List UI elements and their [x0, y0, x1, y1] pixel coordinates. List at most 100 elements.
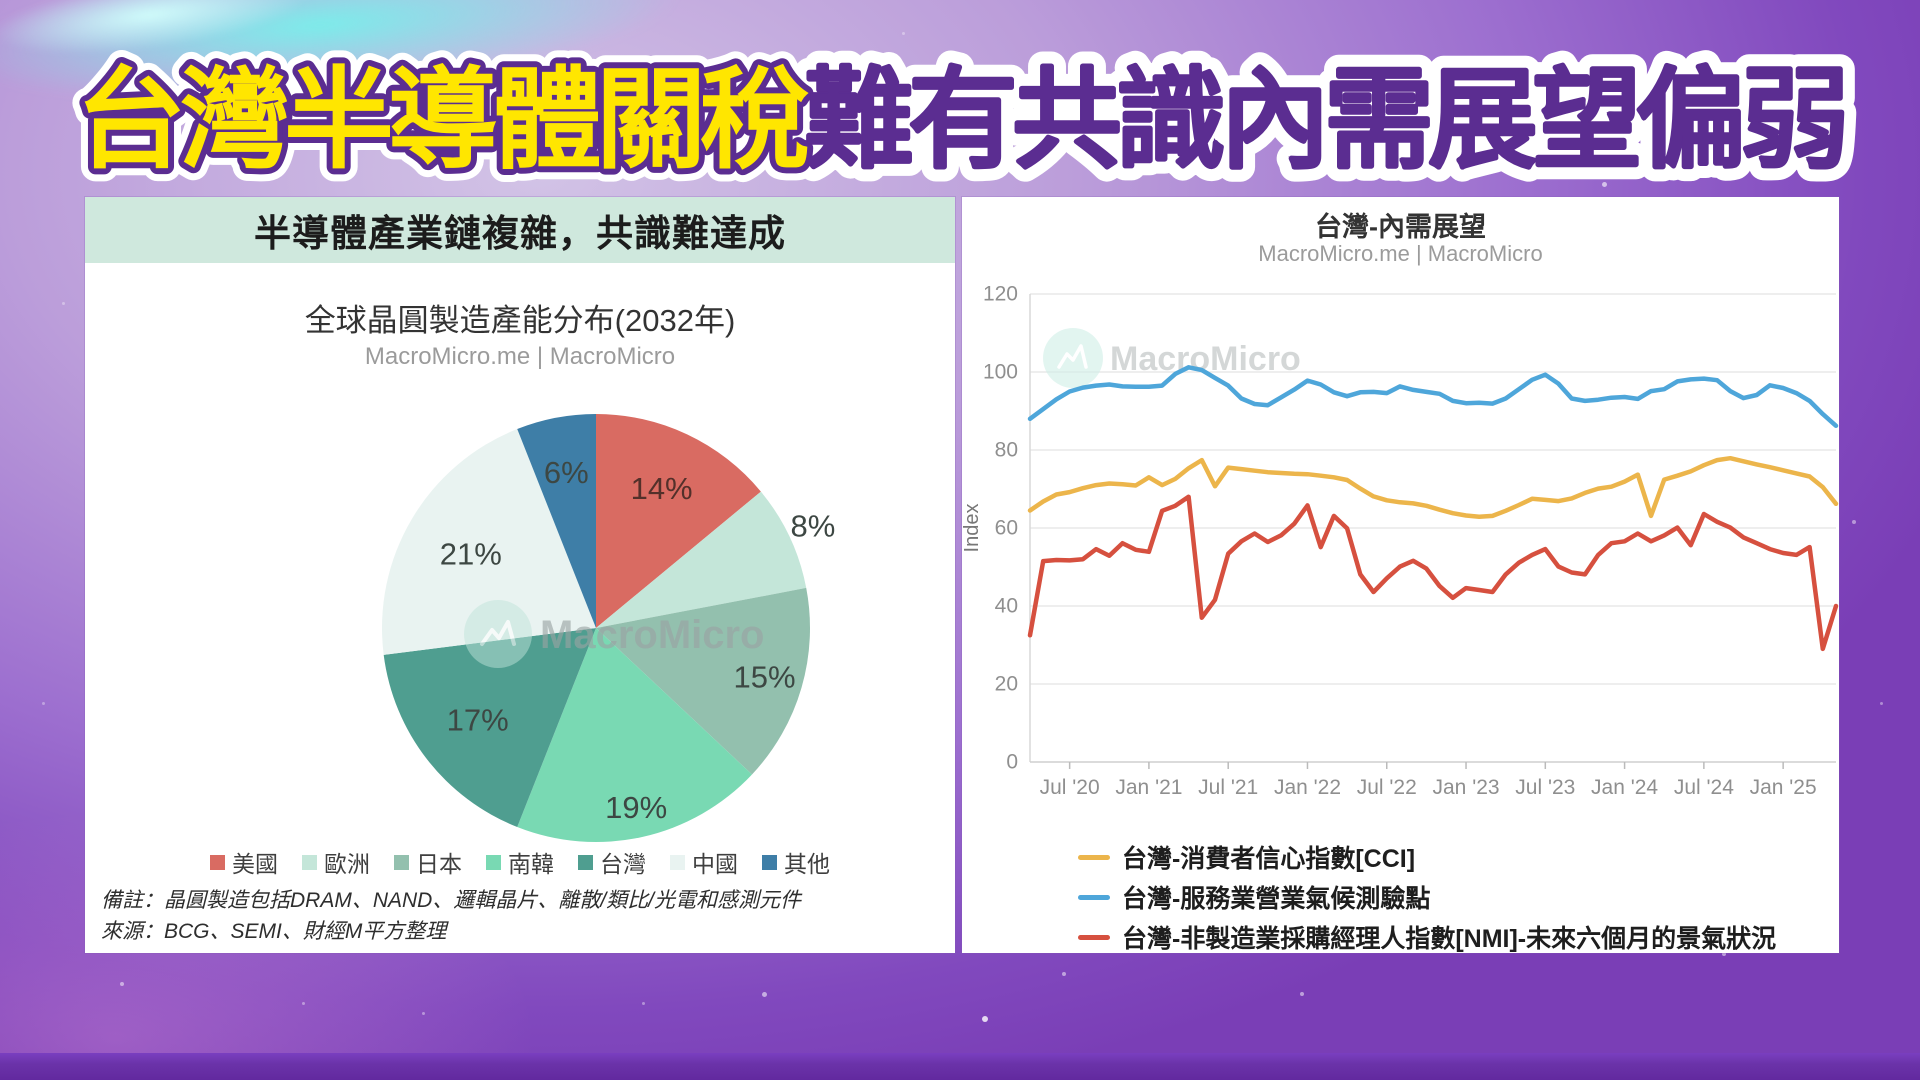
line-chart-source: MacroMicro.me | MacroMicro [1258, 241, 1543, 266]
pie-legend-swatch [394, 854, 409, 870]
x-tick-label: Jul '21 [1198, 776, 1258, 799]
sparkle [1300, 992, 1304, 996]
y-tick-label: 120 [983, 283, 1018, 306]
pie-legend-swatch [578, 854, 593, 870]
pie-legend-item: 中國 [670, 845, 738, 879]
y-axis-title: Index [962, 504, 983, 553]
pie-slice-labels: 14% 8% 15% 19% 17% 21% 6% [440, 455, 836, 825]
bottom-purple-band [0, 1053, 1920, 1080]
pie-legend-swatch [302, 854, 317, 870]
sparkle [422, 1012, 425, 1015]
y-tick-label: 60 [995, 517, 1018, 540]
pie-slice-歐洲 [596, 491, 807, 628]
y-tick-label: 80 [995, 439, 1018, 462]
sparkle [120, 982, 124, 986]
panel-header-band: 半導體產業鏈複雜，共識難達成 [85, 197, 955, 263]
svg-text:台灣半導體關稅難有共識內需展望偏弱: 台灣半導體關稅難有共識內需展望偏弱 [76, 59, 1844, 182]
pie-legend-label: 其他 [784, 851, 830, 877]
pie-slice-value: 19% [605, 790, 667, 825]
pie-legend-label: 日本 [416, 851, 462, 877]
pie-legend-item: 美國 [210, 845, 278, 879]
pie-slice-南韓 [517, 628, 752, 842]
line-chart: 0 20 40 60 80 100 120 Index Jul '20 Jan '21 Jul '2… [962, 283, 1839, 799]
series-line [1027, 455, 1839, 519]
pie-chart: 14% 8% 15% 19% 17% 21% 6% MacroMicro [381, 414, 836, 842]
line-legend-swatch [1078, 934, 1110, 940]
pie-chart-source: MacroMicro.me | MacroMicro [364, 343, 676, 370]
line-legend-item: 台灣-服務業營業氣候測驗點 [1078, 877, 1776, 917]
footnote-source: 來源：BCG、SEMI、財經M平方整理 [101, 920, 447, 943]
sparkle [642, 1002, 645, 1005]
pie-legend-swatch [762, 854, 777, 870]
sparkle [62, 302, 65, 305]
footnote-remark: 備註：晶圓製造包括DRAM、NAND、邏輯晶片、離散/類比/光電和感測元件 [101, 889, 802, 912]
pie-slice-value: 6% [544, 455, 589, 490]
sparkle [1602, 182, 1607, 187]
pie-legend-item: 台灣 [578, 845, 646, 879]
pie-slice-台灣 [383, 628, 596, 827]
pie-legend-label: 中國 [692, 851, 738, 877]
sparkle [1250, 120, 1254, 124]
svg-text:MacroMicro: MacroMicro [540, 613, 765, 657]
x-tick-label: Jan '22 [1274, 776, 1341, 799]
pie-chart-title: 全球晶圓製造產能分布(2032年) [304, 303, 736, 338]
pie-legend-swatch [486, 854, 501, 870]
line-legend-swatch [1078, 894, 1110, 900]
pie-slice-value: 21% [440, 536, 502, 571]
y-tick-label: 100 [983, 361, 1018, 384]
svg-text:台灣半導體關稅難有共識內需展望偏弱: 台灣半導體關稅難有共識內需展望偏弱 [76, 59, 1844, 182]
x-tick-label: Jul '22 [1357, 776, 1417, 799]
line-chart-legend: 台灣-消費者信心指數[CCI] 台灣-服務業營業氣候測驗點台灣-非製造業採購經理人… [1078, 837, 1776, 957]
sparkle [302, 1002, 305, 1005]
line-legend-label: 台灣-消費者信心指數[CCI] [1122, 845, 1416, 873]
sparkle [902, 32, 905, 35]
pie-slice-value: 15% [733, 659, 795, 694]
pie-legend-label: 南韓 [508, 851, 554, 877]
x-tick-label: Jan '21 [1115, 776, 1182, 799]
line-legend-item: 台灣-非製造業採購經理人指數[NMI]-未來六個月的景氣狀況 [1078, 917, 1776, 957]
line-legend-label: 台灣-非製造業採購經理人指數[NMI]-未來六個月的景氣狀況 [1122, 925, 1777, 953]
sparkle [1880, 702, 1883, 705]
sparkle [1722, 952, 1726, 956]
x-tick-label: Jul '23 [1515, 776, 1575, 799]
watermark: MacroMicro [464, 600, 765, 668]
pie-chart-panel: 半導體產業鏈複雜，共識難達成 全球晶圓製造產能分布(2032年) MacroMi… [85, 197, 955, 953]
title-part2-outline: 難有共識內需展望偏弱 [804, 59, 1844, 182]
pie-slice-其他 [517, 414, 596, 628]
pie-legend-swatch [210, 854, 225, 870]
line-chart-panel: 台灣-內需展望 MacroMicro.me | MacroMicro 0 20 40… [962, 197, 1839, 953]
pie-legend-item: 日本 [394, 845, 462, 879]
sparkle [42, 702, 45, 705]
footnotes: 備註：晶圓製造包括DRAM、NAND、邏輯晶片、離散/類比/光電和感測元件 來源… [101, 885, 941, 947]
series-line [1027, 365, 1839, 429]
y-tick-label: 20 [995, 673, 1018, 696]
sparkle [762, 992, 767, 997]
pie-legend-label: 歐洲 [324, 851, 370, 877]
line-legend-label: 台灣-服務業營業氣候測驗點 [1122, 885, 1431, 913]
pie-slice-value: 14% [631, 471, 693, 506]
pie-legend-label: 美國 [232, 851, 278, 877]
watermark: MacroMicro [1043, 328, 1301, 388]
line-legend-swatch [1078, 854, 1110, 860]
title-part2: 難有共識內需展望偏弱 [804, 59, 1844, 182]
x-tick-label: Jan '24 [1591, 776, 1658, 799]
pie-legend-item: 歐洲 [302, 845, 370, 879]
pie-slice-value: 17% [447, 702, 509, 737]
pie-legend-swatch [670, 854, 685, 870]
pie-slices [381, 414, 811, 842]
line-legend-item: 台灣-消費者信心指數[CCI] [1078, 837, 1776, 877]
sparkle [982, 1016, 988, 1022]
pie-legend: 美國 歐洲 日本 南韓 台灣 中國 其他 [85, 845, 955, 879]
pie-legend-label: 台灣 [600, 851, 646, 877]
pie-slice-value: 8% [790, 508, 835, 543]
y-tick-label: 40 [995, 595, 1018, 618]
y-tick-label: 0 [1006, 751, 1018, 774]
title-part1: 台灣半導體關稅 [76, 59, 809, 182]
sparkle [1062, 972, 1066, 976]
x-tick-label: Jan '25 [1750, 776, 1817, 799]
pie-legend-item: 南韓 [486, 845, 554, 879]
pie-slice-日本 [596, 587, 811, 775]
x-tick-label: Jan '23 [1433, 776, 1500, 799]
